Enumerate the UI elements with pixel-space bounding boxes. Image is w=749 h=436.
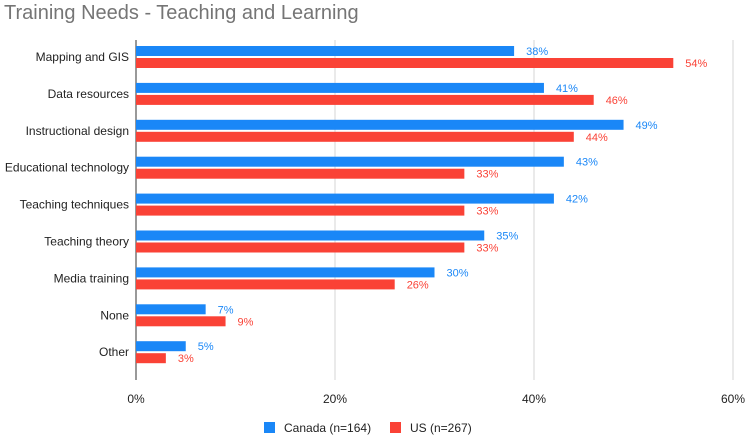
bar-us — [136, 353, 166, 364]
category-label: Mapping and GIS — [36, 50, 129, 64]
data-label: 33% — [476, 206, 498, 218]
legend-label: US (n=267) — [410, 421, 472, 435]
bar-us — [136, 131, 574, 142]
bar-canada — [136, 193, 554, 204]
bar-us — [136, 316, 226, 327]
bar-canada — [136, 304, 206, 315]
category-label: Media training — [54, 271, 129, 285]
legend-swatch — [390, 422, 401, 433]
data-label: 33% — [476, 243, 498, 255]
data-label: 5% — [198, 341, 214, 353]
category-label: None — [100, 308, 129, 322]
category-label: Educational technology — [5, 161, 129, 175]
data-label: 35% — [496, 231, 518, 243]
bar-canada — [136, 82, 544, 93]
bar-us — [136, 94, 594, 105]
bar-canada — [136, 267, 435, 278]
bar-us — [136, 205, 465, 216]
data-label: 30% — [447, 267, 469, 279]
x-tick-label: 60% — [721, 392, 745, 406]
legend-swatch — [264, 422, 275, 433]
legend: Canada (n=164) US (n=267) — [264, 421, 472, 435]
data-label: 9% — [238, 316, 254, 328]
data-label: 42% — [566, 194, 588, 206]
category-label: Instructional design — [26, 124, 129, 138]
bar-us — [136, 168, 465, 179]
data-label: 7% — [218, 304, 234, 316]
data-label: 54% — [685, 58, 707, 70]
data-label: 43% — [576, 157, 598, 169]
labels: 0% 20% 40% 60% Mapping and GIS 38% 54% Data res… — [5, 46, 745, 406]
legend-label: Canada (n=164) — [284, 421, 371, 435]
category-label: Teaching techniques — [20, 198, 129, 212]
bar-us — [136, 58, 674, 68]
bar-canada — [136, 119, 624, 130]
category-label: Data resources — [48, 87, 129, 101]
bar-canada — [136, 156, 564, 167]
bar-us — [136, 279, 395, 290]
bar-canada — [136, 230, 485, 241]
data-label: 49% — [636, 120, 658, 132]
data-label: 46% — [606, 95, 628, 107]
bars — [136, 46, 674, 364]
data-label: 38% — [526, 46, 548, 58]
data-label: 26% — [407, 279, 429, 291]
x-tick-label: 0% — [127, 392, 145, 406]
category-label: Other — [99, 345, 129, 359]
x-tick-label: 20% — [323, 392, 347, 406]
bar-canada — [136, 341, 186, 352]
data-label: 33% — [476, 169, 498, 181]
x-tick-label: 40% — [522, 392, 546, 406]
bar-canada — [136, 46, 515, 56]
data-label: 44% — [586, 132, 608, 144]
chart-title: Training Needs - Teaching and Learning — [4, 2, 359, 24]
bar-us — [136, 242, 465, 253]
category-label: Teaching theory — [44, 235, 129, 249]
data-label: 3% — [178, 353, 194, 365]
data-label: 41% — [556, 83, 578, 95]
